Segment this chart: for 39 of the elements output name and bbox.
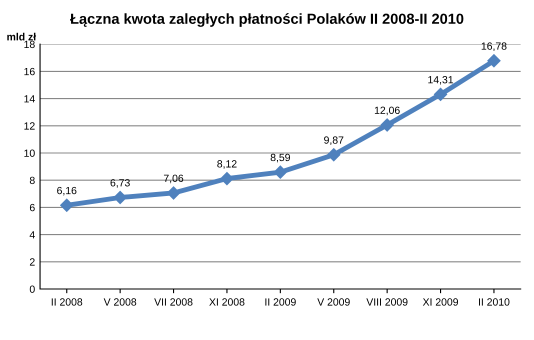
point [327, 148, 340, 162]
chart-title: Łączna kwota zaległych płatności Polaków II 2008-II 2010 [70, 13, 464, 27]
x-tick-label: VII 2008 [154, 298, 192, 306]
y-tick-label: 16 [24, 68, 35, 76]
point [487, 54, 501, 68]
y-tick-label: 2 [30, 258, 35, 266]
point [166, 186, 180, 200]
data-label: 7,06 [164, 174, 184, 184]
data-label: 9,87 [324, 136, 344, 145]
y-axis-title: mld zł [7, 32, 36, 40]
y-tick-label: 10 [24, 150, 35, 157]
x-tick-label: XI 2008 [209, 298, 244, 306]
y-tick-label: 12 [24, 122, 35, 130]
x-tick-label: II 2009 [265, 298, 296, 306]
data-label: 8,12 [217, 160, 237, 169]
y-tick-label: 6 [30, 204, 35, 212]
data-label: 8,59 [270, 154, 290, 162]
data-label: 6,16 [57, 186, 76, 196]
x-tick-label: V 2008 [104, 298, 136, 306]
data-label: 12,06 [374, 106, 400, 116]
point [220, 172, 234, 186]
y-tick-label: 4 [30, 231, 35, 238]
x-tick-label: II 2008 [52, 298, 82, 306]
x-tick-label: V 2009 [317, 298, 350, 306]
x-tick-label: II 2010 [478, 298, 510, 306]
point [434, 88, 448, 101]
point [114, 190, 127, 204]
y-tick-label: 0 [30, 286, 35, 293]
x-tick-label: VIII 2009 [366, 298, 408, 306]
data-label: 16,78 [482, 42, 507, 52]
y-tick-label: 18 [24, 40, 35, 48]
y-tick-label: 14 [24, 95, 35, 102]
y-tick-label: 8 [30, 176, 35, 184]
data-label: 6,73 [110, 179, 130, 188]
data-label: 14,31 [428, 76, 454, 85]
point [60, 198, 74, 212]
x-tick-label: XI 2009 [422, 298, 458, 306]
point [274, 166, 287, 179]
point [380, 118, 394, 132]
